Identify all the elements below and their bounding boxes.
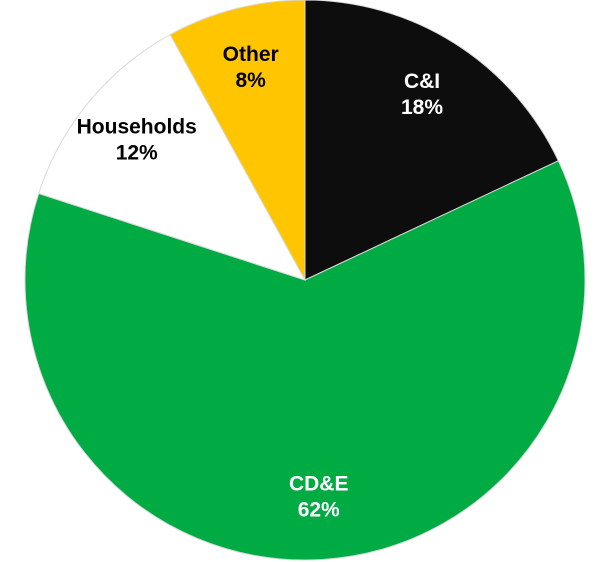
pie-slice	[304, 0, 560, 281]
slice-value-label: 12%	[116, 141, 158, 164]
pie-slice	[169, 0, 306, 281]
slice-value-label: 62%	[298, 499, 340, 522]
slice-value-label: 18%	[401, 96, 443, 119]
slice-label: C&I	[404, 70, 440, 93]
slice-label: Other	[223, 43, 279, 66]
slice-label: Households	[77, 115, 197, 138]
pie-slice	[38, 33, 307, 281]
slice-value-label: 8%	[236, 69, 267, 92]
pie-slice	[24, 160, 586, 561]
slice-label: CD&E	[289, 473, 349, 496]
